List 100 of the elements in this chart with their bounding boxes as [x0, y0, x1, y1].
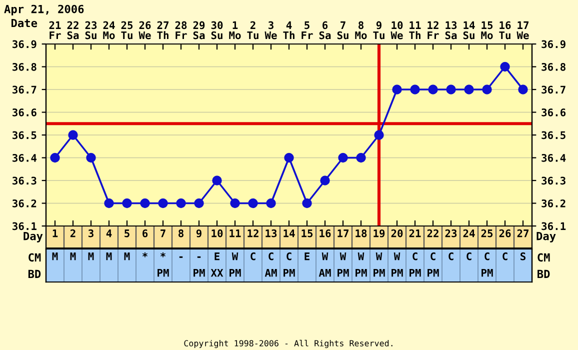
text: AM — [318, 269, 331, 277]
y2-tick-label: 36.1 — [542, 222, 566, 230]
text: AM — [264, 269, 277, 277]
y2-tick-label: 36.5 — [542, 131, 566, 140]
point — [266, 198, 276, 208]
point — [428, 84, 438, 94]
x-axis-title: Day — [24, 232, 43, 242]
text: W — [358, 252, 364, 260]
x-tick-label: 4 Th — [283, 21, 294, 40]
y2-tick-label: 36.2 — [542, 199, 566, 208]
x-tick-label: 7 — [160, 230, 166, 238]
text: C — [286, 252, 292, 260]
x-tick-label: 21 Fr — [49, 21, 61, 40]
text: S — [520, 252, 526, 260]
x-tick-label: 6 — [142, 229, 148, 238]
x-tick-label: 9 Tu — [373, 21, 384, 40]
x-tick-label: 17 — [338, 230, 348, 238]
x-tick-label: 7 Su — [337, 21, 348, 40]
x-tick-label: 4 — [106, 230, 112, 238]
y2-tick-label: 36.7 — [542, 86, 566, 94]
text: W — [322, 252, 328, 260]
point — [176, 198, 186, 208]
x-tick-label: 26 — [499, 229, 511, 238]
text: * — [142, 252, 148, 258]
x-tick-label: 14 Su — [463, 21, 475, 40]
point — [464, 84, 474, 94]
x-tick-label: 28 Fr — [175, 21, 187, 40]
point — [446, 84, 456, 94]
y-tick-label: 36.8 — [12, 62, 36, 71]
text: M — [52, 252, 58, 260]
text: C — [502, 252, 508, 260]
point — [50, 152, 60, 163]
y-tick-label: 36.7 — [12, 86, 36, 94]
x-tick-label: 10 — [212, 229, 223, 238]
x-tick-label: 6 Sa — [319, 21, 331, 40]
x-tick-label: 25 — [481, 229, 493, 238]
point — [86, 152, 96, 163]
chart-title: Apr 21, 2006 — [4, 4, 84, 16]
text: C — [268, 252, 274, 260]
text: Day — [536, 232, 556, 242]
point — [356, 152, 366, 163]
y-tick-label: 36.6 — [12, 108, 36, 116]
text: PM — [392, 269, 403, 277]
point — [410, 84, 420, 94]
y2-tick-label: 36.3 — [542, 176, 566, 185]
text: M — [124, 252, 130, 260]
x-tick-label: 19 — [374, 229, 385, 238]
x-tick-label: 16 — [320, 229, 331, 238]
x-tick-label: 8 Mo — [355, 21, 367, 40]
x-tick-label: 14 — [284, 230, 295, 238]
x-tick-label: 18 — [356, 229, 367, 238]
y-tick-label: 36.3 — [12, 176, 36, 185]
x-tick-label: 15 — [302, 230, 313, 238]
x-tick-label: 29 Sa — [193, 21, 205, 40]
text: C — [412, 252, 418, 260]
x-tick-label: 1 Mo — [229, 21, 241, 40]
text: C — [430, 252, 436, 260]
point — [212, 176, 222, 186]
point — [104, 198, 114, 208]
y2-tick-label: 36.4 — [542, 154, 566, 162]
x-tick-label: 17 We — [516, 21, 529, 40]
text: Copyright 1998-2006 - All Rights Reserved. — [184, 340, 392, 348]
point — [482, 84, 492, 94]
text: M — [70, 252, 76, 260]
x-tick-label: 9 — [196, 229, 202, 238]
y-tick-label: 36.5 — [12, 131, 36, 140]
point — [500, 62, 510, 72]
x-tick-label: 12 Fr — [428, 21, 439, 40]
y-tick-label: 36.2 — [12, 199, 36, 208]
x-tick-label: 11 Th — [409, 21, 421, 40]
point — [338, 152, 348, 163]
text: E — [214, 252, 220, 260]
x-tick-label: 25 Tu — [121, 21, 133, 40]
text: - — [179, 256, 183, 258]
x-tick-label: 3 We — [264, 21, 277, 40]
text: M — [88, 252, 94, 260]
x-tick-label: 21 — [409, 229, 421, 238]
y-tick-label: 36.9 — [12, 40, 36, 48]
y-tick-label: 36.1 — [12, 222, 36, 230]
text: W — [376, 252, 382, 260]
text: W — [340, 252, 346, 260]
text: M — [106, 252, 112, 260]
x-tick-label: 27 — [517, 229, 528, 238]
point — [158, 198, 168, 208]
y-tick-label: BD — [28, 270, 41, 278]
x-tick-label: 5 Fr — [302, 21, 313, 40]
x-tick-label: 15 Mo — [481, 21, 493, 40]
text: PM — [284, 269, 295, 277]
point — [68, 130, 78, 140]
x-tick-label: 23 Su — [85, 21, 97, 40]
point — [122, 198, 132, 208]
x-tick-label: 12 — [248, 229, 258, 238]
point — [284, 152, 294, 163]
point — [248, 198, 258, 208]
y2-tick-label: CM — [538, 253, 550, 262]
x-tick-label: 24 — [463, 229, 475, 238]
x-tick-label: 24 Mo — [103, 21, 115, 40]
point — [302, 198, 312, 208]
point — [230, 198, 240, 208]
x-tick-label: 27 Th — [157, 21, 168, 40]
